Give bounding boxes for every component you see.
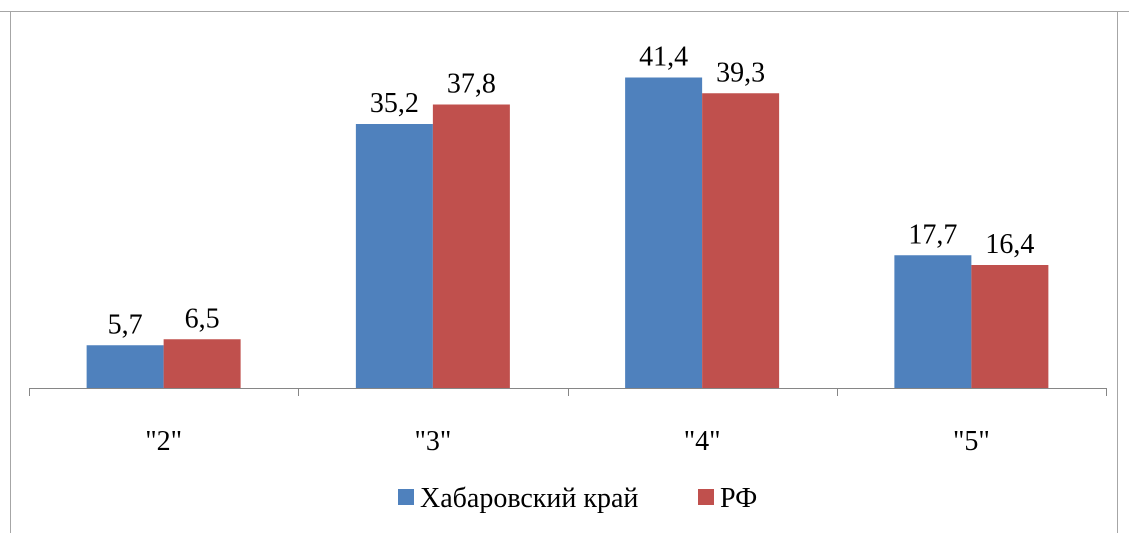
value-label: 6,5 xyxy=(185,303,220,334)
value-label: 39,3 xyxy=(716,57,765,88)
value-label: 37,8 xyxy=(447,69,496,100)
bar-khabarovsk-3 xyxy=(355,124,433,388)
bar-rf-4 xyxy=(702,93,780,388)
value-label: 35,2 xyxy=(370,88,419,119)
legend-label: Хабаровский край xyxy=(420,483,638,514)
x-tick-label: "2" xyxy=(145,426,182,457)
bar-rf-3 xyxy=(432,104,510,388)
x-tick-label: "5" xyxy=(953,426,990,457)
value-label: 16,4 xyxy=(985,229,1034,260)
value-label: 5,7 xyxy=(108,309,143,340)
bar-rf-2 xyxy=(163,339,241,388)
tick-labels-layer: "2" "3" "4" "5" xyxy=(145,426,990,457)
value-labels-layer: 5,7 6,5 35,2 37,8 41,4 39,3 17,7 16,4 xyxy=(108,42,1035,341)
legend-item: Хабаровский край xyxy=(398,483,638,514)
value-label: 17,7 xyxy=(908,219,957,250)
value-label: 41,4 xyxy=(639,42,688,73)
bar-rf-5 xyxy=(971,265,1049,388)
legend: Хабаровский край РФ xyxy=(398,483,757,514)
bar-khabarovsk-2 xyxy=(86,345,164,388)
x-tick-label: "3" xyxy=(414,426,451,457)
bars-layer xyxy=(86,77,1049,388)
legend-swatch xyxy=(398,489,414,505)
bar-khabarovsk-4 xyxy=(625,77,703,388)
legend-label: РФ xyxy=(720,483,757,514)
legend-swatch xyxy=(698,489,714,505)
bar-khabarovsk-5 xyxy=(894,255,972,388)
legend-item: РФ xyxy=(698,483,757,514)
x-axis xyxy=(29,388,1107,396)
x-tick-label: "4" xyxy=(684,426,721,457)
